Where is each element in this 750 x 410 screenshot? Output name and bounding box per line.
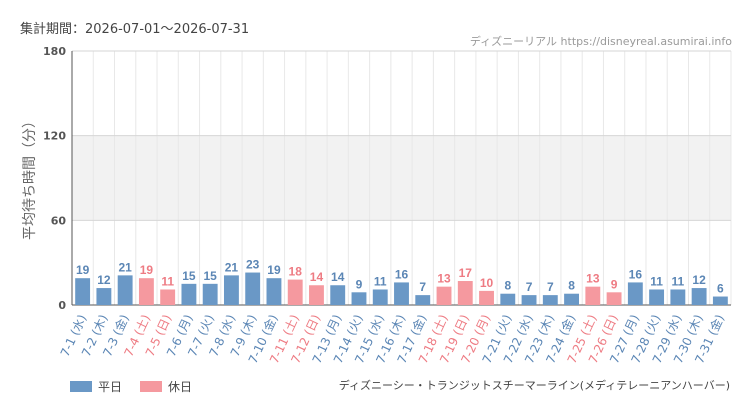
value-label: 14 — [331, 270, 345, 284]
bar — [160, 289, 176, 305]
value-label: 6 — [717, 282, 724, 296]
value-label: 19 — [267, 263, 281, 277]
value-label: 8 — [568, 279, 575, 293]
value-label: 8 — [504, 279, 511, 293]
y-tick-label: 180 — [43, 45, 66, 58]
value-label: 21 — [118, 260, 132, 274]
value-label: 19 — [140, 263, 154, 277]
value-label: 19 — [76, 263, 90, 277]
bar — [542, 295, 558, 305]
bar — [117, 275, 133, 305]
bar — [181, 283, 197, 305]
plot-band — [72, 135, 731, 221]
bar — [415, 295, 431, 305]
value-label: 11 — [672, 274, 685, 288]
value-label: 17 — [459, 266, 473, 280]
legend-label-holiday: 休日 — [168, 380, 193, 394]
value-label: 7 — [419, 280, 426, 294]
bar — [372, 289, 388, 305]
bar — [351, 292, 367, 305]
value-label: 15 — [203, 269, 217, 283]
legend-swatch-weekday — [70, 381, 92, 392]
bar — [138, 278, 154, 305]
bar — [457, 281, 473, 305]
value-label: 7 — [547, 280, 554, 294]
bar — [223, 275, 239, 305]
value-label: 11 — [161, 274, 174, 288]
value-label: 11 — [650, 274, 663, 288]
value-label: 12 — [692, 273, 706, 287]
y-tick-label: 60 — [51, 214, 67, 227]
bar — [436, 286, 452, 305]
value-label: 9 — [611, 277, 618, 291]
bar — [521, 295, 537, 305]
value-label: 13 — [586, 272, 600, 286]
legend: 平日 休日 — [70, 378, 192, 395]
attraction-name: ディズニーシー・トランジットスチーマーライン(メディテレーニアンハーバー) — [338, 379, 730, 392]
value-label: 15 — [182, 269, 196, 283]
bar — [309, 285, 324, 305]
y-tick-label: 120 — [43, 130, 66, 143]
legend-swatch-holiday — [140, 381, 163, 392]
bar — [627, 282, 643, 305]
bar — [394, 282, 409, 305]
value-label: 16 — [395, 267, 409, 281]
bar — [500, 293, 516, 305]
bar — [712, 296, 728, 305]
y-axis-label: 平均待ち時間（分） — [22, 114, 38, 240]
bar — [670, 289, 686, 305]
site-credit: ディズニーリアル https://disneyreal.asumirai.inf… — [469, 35, 732, 48]
bar — [691, 288, 707, 305]
bar — [202, 283, 218, 305]
bars — [75, 272, 728, 305]
bar — [96, 288, 112, 305]
bar — [585, 286, 601, 305]
value-label: 11 — [374, 274, 387, 288]
bar — [75, 278, 91, 305]
bar — [330, 285, 346, 305]
bar — [564, 293, 580, 305]
bar — [479, 290, 494, 305]
legend-item-weekday: 平日 — [70, 378, 122, 395]
value-label: 13 — [437, 272, 451, 286]
value-label: 7 — [526, 280, 533, 294]
bar — [245, 272, 261, 305]
value-label: 16 — [629, 267, 643, 281]
value-label: 23 — [246, 258, 260, 272]
y-tick-labels: 0 60 120 180 — [43, 45, 66, 312]
value-label: 18 — [289, 265, 303, 279]
bar — [606, 292, 622, 305]
value-label: 10 — [480, 276, 494, 290]
value-label: 21 — [225, 260, 239, 274]
bar — [287, 279, 303, 305]
period-label: 集計期間：2026-07-01～2026-07-31 — [20, 22, 250, 37]
plot-bands — [72, 135, 731, 221]
bar — [266, 278, 282, 305]
legend-item-holiday: 休日 — [140, 378, 192, 395]
value-label: 12 — [97, 273, 111, 287]
grid-lines — [71, 50, 732, 306]
bar — [649, 289, 665, 305]
x-tick-labels: 7-1 (水)7-2 (木)7-3 (金)7-4 (土)7-5 (日)7-6 (… — [58, 312, 727, 366]
value-label: 14 — [310, 270, 324, 284]
value-label: 9 — [356, 277, 363, 291]
y-tick-label: 0 — [58, 299, 66, 312]
legend-label-weekday: 平日 — [98, 380, 123, 394]
